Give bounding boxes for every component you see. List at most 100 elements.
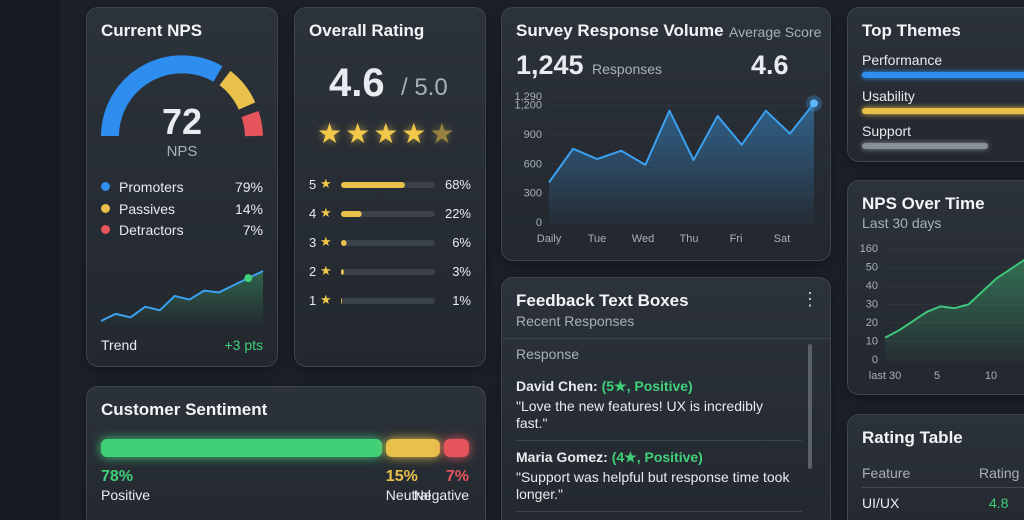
bar bbox=[341, 298, 342, 304]
star-icon: ★ bbox=[320, 263, 332, 278]
star-icon: ★ bbox=[320, 234, 332, 249]
star-count: 3 bbox=[309, 235, 317, 250]
sentiment-bar bbox=[385, 439, 440, 457]
x-tick-label: Thu bbox=[680, 233, 699, 245]
gauge-arc bbox=[219, 70, 256, 110]
star-count: 4 bbox=[309, 206, 317, 221]
star-icons: ★★★★★ bbox=[317, 118, 458, 149]
theme-name: Support bbox=[862, 123, 912, 139]
y-tick-label: 600 bbox=[524, 158, 542, 170]
theme-name: Performance bbox=[862, 52, 943, 68]
y-tick-label: 0 bbox=[872, 354, 878, 366]
menu-icon[interactable]: ⋮ bbox=[801, 289, 819, 309]
feedback-text: "Love the new features! UX is incredibly… bbox=[516, 398, 763, 431]
rating-max: / 5.0 bbox=[401, 74, 448, 101]
y-tick-label: 20 bbox=[866, 317, 878, 329]
sentiment-bar bbox=[443, 439, 469, 457]
feedback-card: Feedback Text Boxes Recent Responses ⋮ R… bbox=[501, 277, 831, 520]
theme-bar bbox=[862, 72, 1024, 78]
feedback-item: David Chen: (5★, Positive) "Love the new … bbox=[516, 378, 796, 432]
x-tick-label: Sat bbox=[774, 233, 791, 245]
bar-label: 22% bbox=[444, 206, 471, 221]
author: David Chen: bbox=[516, 378, 598, 394]
legend-name: Detractors bbox=[119, 222, 184, 238]
avg-label: Average Score bbox=[729, 24, 822, 40]
star-icon: ★ bbox=[320, 292, 332, 307]
rating-table-card: Rating Table Feature Rating UI/UX 4.8 bbox=[847, 414, 1024, 520]
sentiment-card: Customer Sentiment 78% Positive 15% Neutral… bbox=[86, 386, 486, 520]
gauge-arc bbox=[241, 111, 263, 137]
card-title: Customer Sentiment bbox=[101, 400, 268, 419]
rating-score: 4.6 bbox=[329, 61, 385, 105]
scrollbar[interactable] bbox=[808, 344, 812, 469]
legend-name: Passives bbox=[119, 200, 176, 217]
bar bbox=[341, 240, 347, 246]
x-tick-label: 10 bbox=[985, 370, 997, 382]
sentiment-percent: 78% bbox=[101, 468, 134, 485]
gauge-arc bbox=[101, 55, 223, 137]
bar-label: 3% bbox=[452, 264, 471, 279]
sentiment-percent: 7% bbox=[445, 468, 469, 485]
card-title: Feedback Text Boxes bbox=[516, 291, 689, 310]
sentiment-name: Negative bbox=[413, 487, 469, 503]
line-area bbox=[549, 103, 814, 223]
nps-graphics bbox=[100, 55, 264, 326]
table-cell: UI/UX bbox=[862, 495, 900, 511]
line-area bbox=[885, 260, 1024, 360]
x-tick-label: Fri bbox=[730, 233, 743, 245]
total: 1,245 bbox=[516, 50, 584, 80]
total-label: Responses bbox=[592, 61, 663, 77]
nps-time-card: 0 10 20 30 40 50 160 last 30 5 10 NPS Over Time L… bbox=[847, 180, 1024, 395]
legend-value: 7% bbox=[242, 222, 263, 238]
x-tick-label: Tue bbox=[588, 233, 607, 245]
bar-label: 1% bbox=[452, 293, 471, 308]
card-title: Survey Response Volume bbox=[516, 21, 724, 40]
bar-label: 68% bbox=[444, 177, 471, 192]
table-cell: 4.8 bbox=[989, 495, 1009, 511]
y-tick-label: 900 bbox=[524, 129, 542, 141]
nps-score: 72 bbox=[161, 101, 203, 142]
legend-dot bbox=[101, 225, 110, 234]
trend-point bbox=[244, 274, 253, 283]
author: Maria Gomez: bbox=[516, 449, 608, 465]
legend-dot bbox=[101, 203, 110, 213]
sentiment-name: Neutral bbox=[385, 487, 431, 503]
x-tick-label: Daily bbox=[537, 233, 562, 245]
bar-track bbox=[341, 298, 435, 304]
point bbox=[810, 99, 818, 108]
star-icon: ★ bbox=[320, 205, 332, 220]
card-title: Rating Table bbox=[862, 428, 963, 447]
sentiment-bar bbox=[101, 439, 382, 457]
trend-label: Trend bbox=[101, 337, 138, 353]
feedback-header: Maria Gomez: (4★, Positive) bbox=[516, 449, 796, 466]
x-tick-label: Wed bbox=[632, 233, 654, 245]
star-count: 1 bbox=[309, 293, 317, 308]
card-subtitle: Recent Responses bbox=[516, 313, 635, 329]
card-title: Current NPS bbox=[101, 21, 203, 40]
themes-card: Top Themes Performance Usability Support bbox=[847, 7, 1024, 162]
theme-bar bbox=[862, 143, 988, 149]
card-title: Top Themes bbox=[862, 21, 961, 40]
x-tick-label: 5 bbox=[934, 370, 940, 382]
y-tick-label: 1,200 bbox=[514, 100, 542, 112]
line bbox=[548, 102, 815, 184]
bar-track bbox=[341, 211, 435, 217]
x-tick-label: last 30 bbox=[869, 370, 901, 382]
feedback-item: Maria Gomez: (4★, Positive) "Support was … bbox=[516, 449, 796, 503]
y-tick-label: 10 bbox=[866, 335, 878, 347]
bar-track bbox=[341, 269, 435, 275]
divider bbox=[516, 511, 802, 512]
sentiment-percent: 15% bbox=[385, 468, 418, 485]
nps-label: NPS bbox=[166, 143, 198, 160]
rating-card: Overall Rating 4.6 / 5.0 ★★★★★ 5 ★ 68% 4 ★ 22… bbox=[294, 7, 486, 367]
rating: (5★, Positive) bbox=[601, 378, 693, 394]
legend-value: 14% bbox=[234, 200, 263, 217]
legend-value: 79% bbox=[234, 179, 263, 195]
trend-change: +3 pts bbox=[224, 337, 263, 353]
y-tick-label: 1,290 bbox=[514, 91, 542, 103]
theme-name: Usability bbox=[862, 87, 915, 104]
column-header: Rating bbox=[979, 465, 1020, 481]
y-tick-label: 300 bbox=[524, 188, 542, 200]
